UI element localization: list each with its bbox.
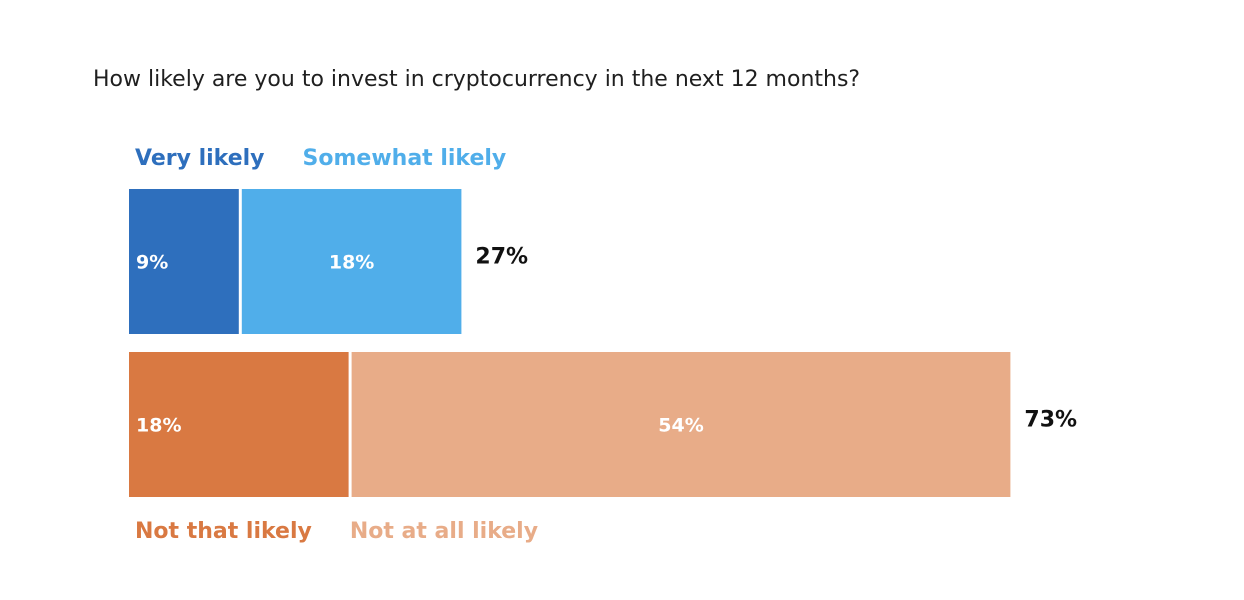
legend-label: Not at all likely <box>350 519 538 544</box>
segment-value-label: 18% <box>136 415 181 437</box>
segment-value-label: 9% <box>136 252 168 274</box>
bars-layer: 9% Very likely 18% Somewhat likely 27% 18% Not… <box>129 146 1077 544</box>
segment-value-label: 18% <box>329 252 374 274</box>
bar-segment <box>241 189 462 334</box>
legend-label: Somewhat likely <box>303 146 507 171</box>
bar-total-label: 27% <box>475 245 528 270</box>
legend-label: Very likely <box>135 146 265 171</box>
bar-total-label: 73% <box>1024 408 1077 433</box>
legend-label: Not that likely <box>135 519 312 544</box>
segment-value-label: 54% <box>658 415 703 437</box>
bar-segment <box>351 352 1011 497</box>
chart-title: How likely are you to invest in cryptocu… <box>93 67 860 92</box>
bar-segment <box>129 352 349 497</box>
bar-segment <box>129 189 239 334</box>
